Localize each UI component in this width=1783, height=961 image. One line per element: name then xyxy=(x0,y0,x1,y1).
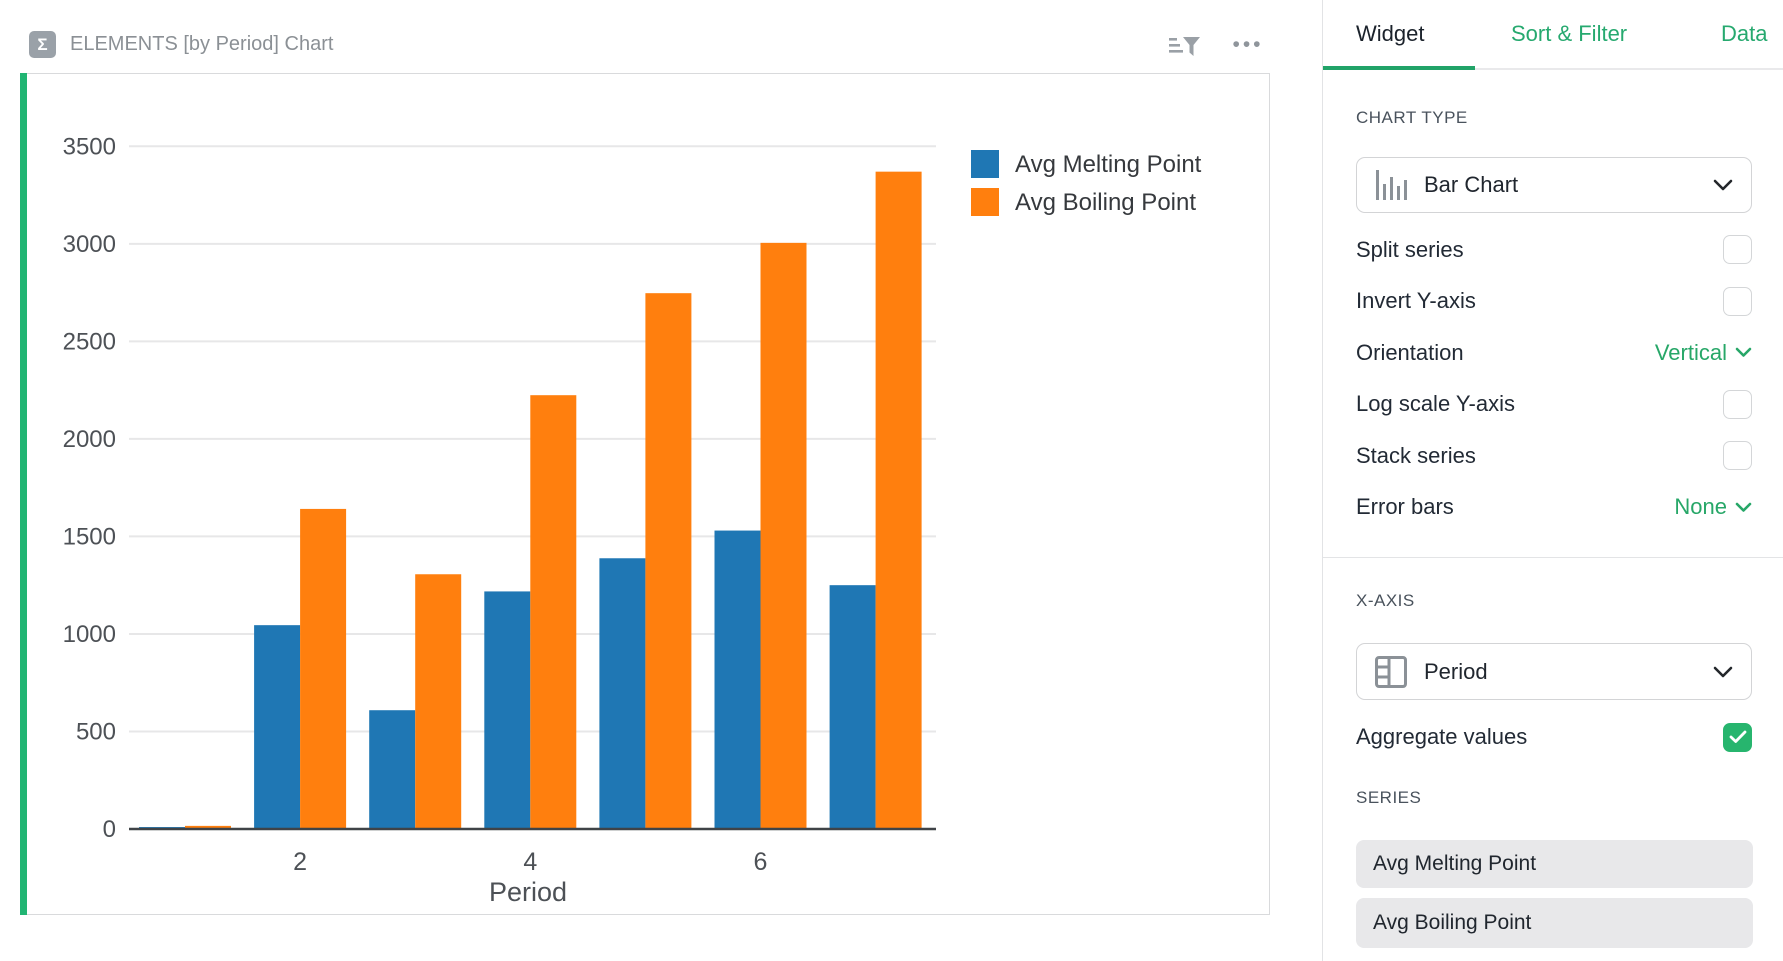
bar-melting-p5[interactable] xyxy=(599,558,646,829)
stack-series-label: Stack series xyxy=(1356,442,1476,468)
y-tick-label: 2500 xyxy=(63,328,116,355)
option-row-error-bars: Error bars None xyxy=(1356,482,1752,534)
chart-type-value: Bar Chart xyxy=(1424,172,1519,197)
log-scale-checkbox[interactable] xyxy=(1723,389,1752,419)
sigma-icon: Σ xyxy=(29,31,56,58)
aggregate-values-label: Aggregate values xyxy=(1356,724,1528,749)
bar-chart-icon xyxy=(1375,168,1407,202)
x-axis-field-dropdown[interactable]: Period xyxy=(1356,643,1752,700)
tab-widget[interactable]: Widget xyxy=(1356,21,1425,46)
log-scale-label: Log scale Y-axis xyxy=(1356,391,1515,417)
sidebar-tabs: Widget Sort & Filter Data xyxy=(1323,0,1783,70)
aggregate-values-checkbox[interactable] xyxy=(1723,722,1752,752)
y-tick-label: 1500 xyxy=(63,523,116,550)
error-bars-select[interactable]: None xyxy=(1674,494,1752,520)
aggregate-values-row: Aggregate values xyxy=(1356,714,1752,760)
split-series-checkbox[interactable] xyxy=(1723,235,1752,265)
bar-boiling-p2[interactable] xyxy=(300,508,347,829)
legend-label[interactable]: Avg Melting Point xyxy=(1015,151,1202,178)
tab-sort-filter[interactable]: Sort & Filter xyxy=(1511,21,1628,46)
bar-melting-p4[interactable] xyxy=(484,591,531,829)
more-options-icon[interactable]: ••• xyxy=(1232,33,1264,56)
error-bars-label: Error bars xyxy=(1356,494,1454,520)
widget-options: Split series Invert Y-axis Orientation V… xyxy=(1356,224,1752,533)
x-axis-field-value: Period xyxy=(1424,658,1488,684)
column-field-icon xyxy=(1375,655,1407,688)
y-tick-label: 1000 xyxy=(63,621,116,648)
option-row-stack-series: Stack series xyxy=(1356,430,1752,482)
series-pill-boiling[interactable]: Avg Boiling Point xyxy=(1356,898,1753,948)
x-tick-label: 6 xyxy=(754,848,768,876)
option-row-invert-y: Invert Y-axis xyxy=(1356,276,1752,328)
active-tab-underline xyxy=(1323,66,1475,70)
split-series-label: Split series xyxy=(1356,236,1464,262)
section-divider xyxy=(1323,557,1783,558)
legend-swatch[interactable] xyxy=(971,188,999,216)
bar-melting-p7[interactable] xyxy=(829,585,876,829)
y-tick-label: 2000 xyxy=(63,426,116,453)
section-series: SERIES xyxy=(1356,788,1422,807)
chevron-down-icon xyxy=(1735,347,1752,358)
sort-filter-icon[interactable] xyxy=(1166,30,1202,67)
series-pill-melting[interactable]: Avg Melting Point xyxy=(1356,840,1753,888)
invert-y-label: Invert Y-axis xyxy=(1356,288,1476,314)
option-row-orientation: Orientation Vertical xyxy=(1356,327,1752,379)
option-row-log-scale: Log scale Y-axis xyxy=(1356,379,1752,431)
bar-boiling-p4[interactable] xyxy=(530,395,577,829)
bar-boiling-p6[interactable] xyxy=(760,242,807,830)
orientation-value: Vertical xyxy=(1654,339,1727,365)
bar-boiling-p1[interactable] xyxy=(185,825,231,829)
orientation-select[interactable]: Vertical xyxy=(1655,340,1752,366)
bar-boiling-p7[interactable] xyxy=(875,171,922,830)
widget-title: ELEMENTS [by Period] Chart xyxy=(70,33,334,55)
chart-type-dropdown[interactable]: Bar Chart xyxy=(1356,157,1752,213)
bar-melting-p3[interactable] xyxy=(369,710,416,829)
chart-card: 0 500 1000 1500 2000 2500 3000 3500 2 4 6 Period Avg… xyxy=(20,73,1270,915)
legend-label[interactable]: Avg Boiling Point xyxy=(1015,189,1196,216)
error-bars-value: None xyxy=(1674,494,1727,520)
orientation-label: Orientation xyxy=(1356,339,1464,365)
y-tick-label: 3500 xyxy=(63,133,116,160)
card-accent-bar xyxy=(20,73,27,915)
widget-header: Σ ELEMENTS [by Period] Chart ••• xyxy=(0,0,1322,73)
section-chart-type: CHART TYPE xyxy=(1356,108,1468,127)
tab-data[interactable]: Data xyxy=(1721,21,1768,46)
stack-series-checkbox[interactable] xyxy=(1723,441,1752,471)
bar-melting-p6[interactable] xyxy=(714,530,761,829)
bar-boiling-p3[interactable] xyxy=(415,574,462,829)
y-tick-label: 0 xyxy=(103,816,116,843)
legend-swatch[interactable] xyxy=(971,150,999,178)
y-tick-label: 3000 xyxy=(63,231,116,258)
settings-sidebar: Widget Sort & Filter Data CHART TYPE Bar… xyxy=(1322,0,1783,961)
bar-boiling-p5[interactable] xyxy=(645,293,692,829)
invert-y-checkbox[interactable] xyxy=(1723,286,1752,316)
x-tick-label: 4 xyxy=(523,848,537,876)
chevron-down-icon xyxy=(1713,179,1733,191)
y-tick-label: 500 xyxy=(76,718,116,745)
chevron-down-icon xyxy=(1713,666,1733,678)
bar-melting-p2[interactable] xyxy=(254,625,301,829)
checkmark-icon xyxy=(1729,730,1746,743)
x-tick-label: 2 xyxy=(293,848,307,876)
chevron-down-icon xyxy=(1735,502,1752,512)
x-axis-title: Period xyxy=(489,877,567,907)
section-x-axis: X-AXIS xyxy=(1356,591,1415,610)
bar-chart: 0 500 1000 1500 2000 2500 3000 3500 2 4 6 Period Avg… xyxy=(28,74,1271,919)
option-row-split-series: Split series xyxy=(1356,224,1752,276)
